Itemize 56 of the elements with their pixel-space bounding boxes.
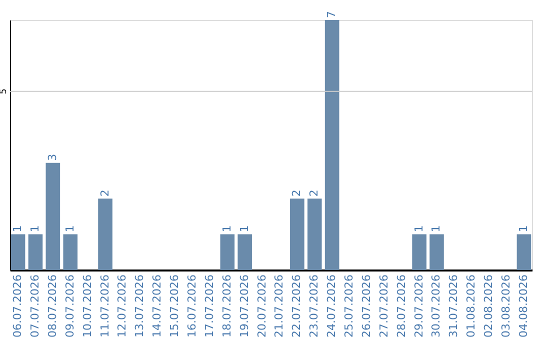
x-tick-label: 03.08.2026 bbox=[500, 274, 513, 338]
bar bbox=[46, 162, 60, 270]
bar bbox=[98, 198, 112, 270]
x-tick-label: 17.07.2026 bbox=[202, 274, 216, 338]
bar bbox=[307, 198, 322, 270]
x-tick-label: 10.07.2026 bbox=[80, 274, 94, 338]
bar bbox=[324, 20, 340, 270]
x-tick-label: 14.07.2026 bbox=[150, 274, 164, 338]
x-tick-label: 07.07.2026 bbox=[28, 274, 42, 338]
data-label: 1 bbox=[238, 225, 251, 232]
x-tick-label: 24.07.2026 bbox=[325, 274, 338, 338]
x-tick-label: 31.07.2026 bbox=[447, 274, 460, 338]
data-label: 1 bbox=[516, 225, 530, 232]
data-label: 1 bbox=[220, 225, 234, 232]
bar bbox=[238, 234, 252, 270]
x-tick-label: 13.07.2026 bbox=[133, 274, 146, 338]
data-label: 7 bbox=[325, 11, 338, 18]
data-label: 1 bbox=[28, 225, 42, 232]
x-tick-label: 19.07.2026 bbox=[238, 274, 251, 338]
data-label: 2 bbox=[308, 190, 321, 197]
x-tick-label: 26.07.2026 bbox=[360, 274, 373, 338]
x-tick-label: 09.07.2026 bbox=[63, 274, 76, 338]
bar bbox=[516, 234, 532, 270]
x-tick-label: 08.07.2026 bbox=[46, 274, 59, 338]
x-tick-label: 16.07.2026 bbox=[185, 274, 198, 338]
x-tick-label: 01.08.2026 bbox=[464, 274, 478, 338]
x-tick-label: 04.08.2026 bbox=[516, 274, 530, 338]
bar bbox=[10, 234, 26, 270]
x-tick-label: 15.07.2026 bbox=[168, 274, 182, 338]
data-label: 1 bbox=[11, 225, 24, 232]
data-label: 1 bbox=[430, 225, 443, 232]
x-tick-label: 02.08.2026 bbox=[482, 274, 496, 338]
x-tick-label: 23.07.2026 bbox=[308, 274, 321, 338]
bar bbox=[290, 198, 304, 270]
x-tick-label: 30.07.2026 bbox=[430, 274, 443, 338]
x-tick-label: 20.07.2026 bbox=[255, 274, 268, 338]
bar bbox=[430, 234, 444, 270]
x-tick-label: 28.07.2026 bbox=[394, 274, 408, 338]
data-label: 2 bbox=[98, 190, 112, 197]
data-label: 1 bbox=[63, 225, 76, 232]
x-tick-label: 27.07.2026 bbox=[377, 274, 390, 338]
x-tick-label: 06.07.2026 bbox=[11, 274, 24, 338]
data-label: 1 bbox=[412, 225, 426, 232]
bar bbox=[412, 234, 426, 270]
x-tick-label: 18.07.2026 bbox=[220, 274, 234, 338]
data-label: 3 bbox=[46, 154, 59, 161]
x-tick-label: 22.07.2026 bbox=[290, 274, 304, 338]
x-tick-label: 29.07.2026 bbox=[412, 274, 426, 338]
bar bbox=[220, 234, 235, 270]
x-tick-label: 21.07.2026 bbox=[272, 274, 286, 338]
x-tick-label: 25.07.2026 bbox=[342, 274, 356, 338]
bar bbox=[28, 234, 43, 270]
bar bbox=[63, 234, 78, 270]
data-label: 2 bbox=[290, 190, 304, 197]
x-tick-label: 11.07.2026 bbox=[98, 274, 112, 338]
x-tick-label: 12.07.2026 bbox=[116, 274, 129, 338]
